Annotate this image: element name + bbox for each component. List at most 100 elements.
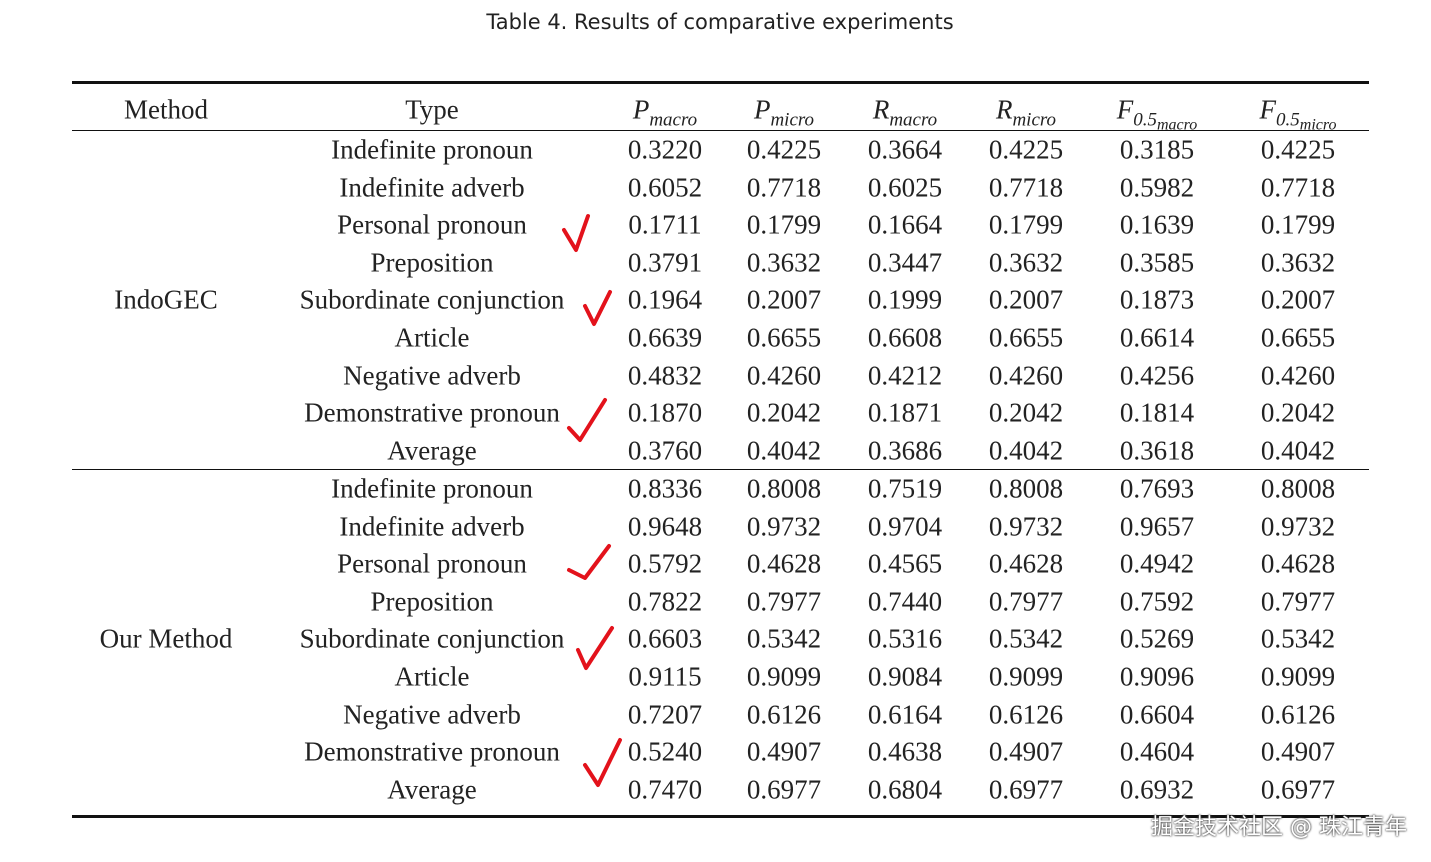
value-cell: 0.7977 [746, 586, 822, 617]
type-label: Demonstrative pronoun [304, 736, 560, 767]
value-cell: 0.9099 [988, 661, 1064, 692]
value-cell: 0.2042 [746, 397, 822, 428]
type-label: Negative adverb [343, 699, 521, 730]
type-label: Indefinite pronoun [331, 134, 533, 165]
value-cell: 0.4628 [746, 548, 822, 579]
header-method: Method [124, 94, 208, 125]
value-cell: 0.6025 [867, 172, 943, 203]
header-metric: Pmicro [754, 96, 814, 130]
value-cell: 0.6639 [627, 322, 703, 353]
value-cell: 0.9704 [867, 511, 943, 542]
value-cell: 0.6977 [746, 774, 822, 805]
value-cell: 0.4042 [988, 435, 1064, 466]
value-cell: 0.3760 [627, 435, 703, 466]
value-cell: 0.7592 [1119, 586, 1195, 617]
type-label: Indefinite pronoun [331, 473, 533, 504]
value-cell: 0.6164 [867, 699, 943, 730]
top-rule [72, 81, 1369, 84]
type-label: Average [387, 774, 477, 805]
value-cell: 0.4628 [1260, 548, 1336, 579]
value-cell: 0.2007 [746, 284, 822, 315]
value-cell: 0.2042 [1260, 397, 1336, 428]
value-cell: 0.8008 [1260, 473, 1336, 504]
type-label: Preposition [370, 586, 494, 617]
value-cell: 0.8336 [627, 473, 703, 504]
value-cell: 0.7207 [627, 699, 703, 730]
value-cell: 0.4638 [867, 736, 943, 767]
value-cell: 0.7822 [627, 586, 703, 617]
value-cell: 0.4225 [988, 134, 1064, 165]
value-cell: 0.1964 [627, 284, 703, 315]
value-cell: 0.7718 [988, 172, 1064, 203]
metric-subscript: micro [770, 109, 815, 131]
value-cell: 0.3632 [1260, 247, 1336, 278]
type-label: Personal pronoun [337, 548, 527, 579]
value-cell: 0.3585 [1119, 247, 1195, 278]
value-cell: 0.4260 [746, 360, 822, 391]
header-metric: F0.5macro [1116, 94, 1198, 133]
value-cell: 0.7440 [867, 586, 943, 617]
value-cell: 0.1870 [627, 397, 703, 428]
type-label: Indefinite adverb [339, 172, 525, 203]
value-cell: 0.1664 [867, 209, 943, 240]
header-metric: Rmacro [872, 94, 937, 130]
value-cell: 0.9732 [988, 511, 1064, 542]
type-label: Indefinite adverb [339, 511, 525, 542]
value-cell: 0.9099 [1260, 661, 1336, 692]
value-cell: 0.4907 [988, 736, 1064, 767]
value-cell: 0.4042 [1260, 435, 1336, 466]
value-cell: 0.6655 [746, 322, 822, 353]
value-cell: 0.3632 [746, 247, 822, 278]
value-cell: 0.7718 [1260, 172, 1336, 203]
metric-symbol: R [995, 94, 1013, 125]
metric-symbol: R [872, 94, 890, 125]
value-cell: 0.7977 [988, 586, 1064, 617]
value-cell: 0.1871 [867, 397, 943, 428]
value-cell: 0.6608 [867, 322, 943, 353]
value-cell: 0.5269 [1119, 623, 1195, 654]
value-cell: 0.7519 [867, 473, 943, 504]
value-cell: 0.3664 [867, 134, 943, 165]
value-cell: 0.9115 [628, 661, 702, 692]
value-cell: 0.3618 [1119, 435, 1195, 466]
value-cell: 0.1814 [1119, 397, 1195, 428]
metric-subscript: 0.5macro [1133, 109, 1198, 134]
value-cell: 0.9084 [867, 661, 943, 692]
value-cell: 0.5792 [627, 548, 703, 579]
value-cell: 0.5342 [746, 623, 822, 654]
value-cell: 0.9648 [627, 511, 703, 542]
value-cell: 0.1799 [1260, 209, 1336, 240]
type-label: Subordinate conjunction [299, 623, 565, 654]
value-cell: 0.1711 [628, 209, 702, 240]
value-cell: 0.3220 [627, 134, 703, 165]
value-cell: 0.9657 [1119, 511, 1195, 542]
bottom-rule [72, 815, 1369, 818]
group-rule [72, 469, 1369, 470]
value-cell: 0.5342 [988, 623, 1064, 654]
value-cell: 0.2007 [1260, 284, 1336, 315]
value-cell: 0.3632 [988, 247, 1064, 278]
value-cell: 0.3686 [867, 435, 943, 466]
header-metric: Rmicro [995, 94, 1056, 130]
value-cell: 0.1799 [988, 209, 1064, 240]
metric-symbol: P [632, 94, 650, 125]
value-cell: 0.7977 [1260, 586, 1336, 617]
watermark: 掘金技术社区 @ 珠江青年 [1151, 815, 1407, 840]
value-cell: 0.3791 [627, 247, 703, 278]
header-metric: F0.5micro [1260, 96, 1337, 133]
type-label: Average [387, 435, 477, 466]
value-cell: 0.6604 [1119, 699, 1195, 730]
metric-symbol: F [1116, 94, 1134, 125]
value-cell: 0.6603 [627, 623, 703, 654]
value-cell: 0.5240 [627, 736, 703, 767]
value-cell: 0.4260 [1260, 360, 1336, 391]
value-cell: 0.6126 [1260, 699, 1336, 730]
value-cell: 0.7470 [627, 774, 703, 805]
value-cell: 0.4604 [1119, 736, 1195, 767]
value-cell: 0.4907 [746, 736, 822, 767]
type-label: Personal pronoun [337, 209, 527, 240]
value-cell: 0.6614 [1119, 322, 1195, 353]
metric-subscript: 0.5micro [1276, 109, 1337, 134]
value-cell: 0.3447 [867, 247, 943, 278]
